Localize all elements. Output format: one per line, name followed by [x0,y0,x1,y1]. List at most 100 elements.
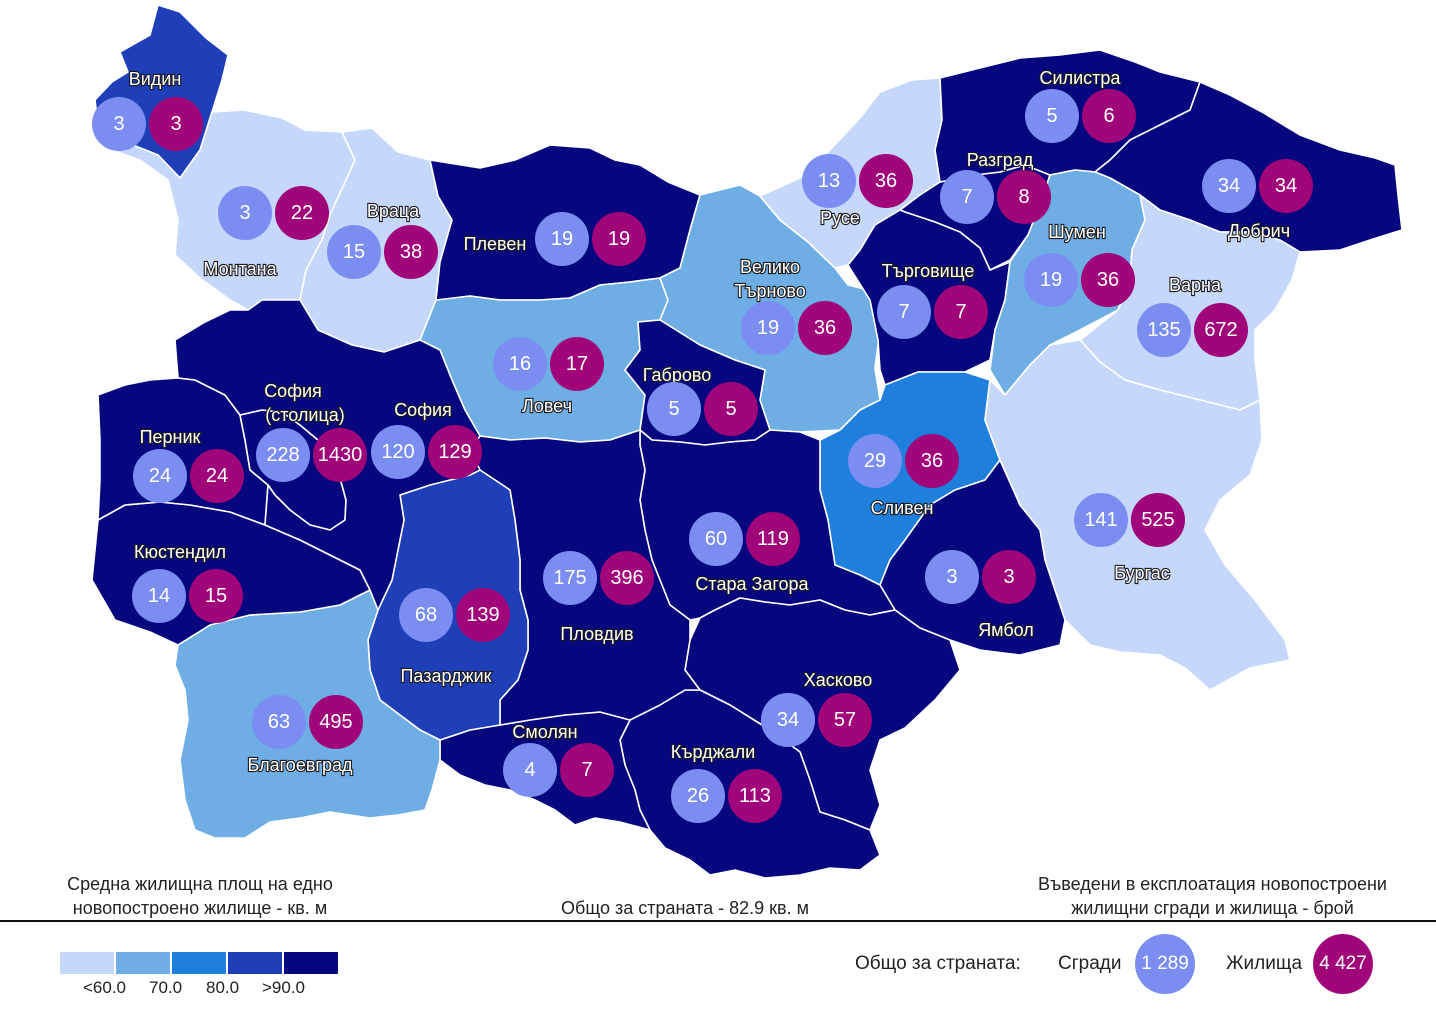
dwellings-circle-shape [982,550,1036,604]
buildings-value: 141 [1084,509,1117,531]
legend-swatch-lt60 [60,952,114,974]
buildings-value: 63 [268,711,290,733]
buildings-circle-shape [133,449,187,503]
bulgaria-map: Видин Монтана Враца Плевен Ловеч Велико Търнов… [91,4,1403,879]
buildings-circle-vidin: 3 [92,97,146,151]
dwellings-value: 8 [1018,186,1029,208]
dwellings-value: 22 [291,202,313,224]
total-dwellings-circle: 4 427 [1313,934,1373,994]
region-label-sofia-region: София [394,400,452,420]
dwellings-circle-burgas: 525 [1131,493,1185,547]
buildings-circle-shape [1074,493,1128,547]
dwellings-circle-shape [189,569,243,623]
buildings-value: 120 [381,441,414,463]
dwellings-value: 495 [319,711,352,733]
buildings-circle-shape [535,212,589,266]
buildings-circle-smolyan: 4 [503,743,557,797]
legend-title: Средна жилищна площ на едно новопостроен… [30,872,370,920]
total-buildings-circle: 1 289 [1135,934,1195,994]
country-average: Общо за страната - 82.9 кв. м [561,898,809,918]
buildings-circle-shape [493,337,547,391]
dwellings-circle-shape [384,225,438,279]
dwellings-circle-shape [550,337,604,391]
region-label-plovdiv: Пловдив [560,624,633,644]
buildings-circle-shape [689,512,743,566]
dwellings-circle-shape [728,769,782,823]
region-label-blagoevgrad: Благоевград [248,755,353,775]
dwellings-value: 17 [566,353,588,375]
buildings-value: 68 [415,604,437,626]
dwellings-circle-kyustendil: 15 [189,569,243,623]
dwellings-circle-shape [149,97,203,151]
dwellings-value: 3 [170,113,181,135]
buildings-circle-lovech: 16 [493,337,547,391]
dwellings-circle-shape [934,285,988,339]
buildings-value: 19 [757,317,779,339]
buildings-circle-yambol: 3 [925,550,979,604]
dwellings-circle-dobrich: 34 [1259,159,1313,213]
buildings-circle-shape [848,434,902,488]
buildings-circle-pleven: 19 [535,212,589,266]
region-label-razgrad: Разград [967,150,1034,170]
buildings-circle-kardzhali: 26 [671,769,725,823]
dwellings-circle-smolyan: 7 [560,743,614,797]
dwellings-value: 525 [1141,509,1174,531]
dwellings-circle-shape [746,512,800,566]
buildings-circle-shape [761,693,815,747]
buildings-circle-shape [1137,303,1191,357]
dwellings-value: 15 [205,585,227,607]
dwellings-circle-shape [818,693,872,747]
dwellings-circle-shape [1082,89,1136,143]
buildings-value: 228 [266,444,299,466]
region-label-yambol: Ямбол [978,620,1034,640]
buildings-value: 3 [239,202,250,224]
buildings-circle-shape [1025,89,1079,143]
region-label-gabrovo: Габрово [643,365,711,385]
dwellings-value: 36 [814,317,836,339]
dwellings-circle-shape [859,154,913,208]
buildings-circle-shape [503,743,557,797]
dwellings-circle-pernik: 24 [190,449,244,503]
buildings-circle-sofia-region: 120 [371,425,425,479]
buildings-value: 19 [551,228,573,250]
dwellings-circle-shape [275,186,329,240]
buildings-circle-silistra: 5 [1025,89,1079,143]
buildings-circle-razgrad: 7 [940,170,994,224]
region-label-shumen: Шумен [1048,222,1106,242]
dwellings-circle-shape [309,695,363,749]
buildings-circle-kyustendil: 14 [132,569,186,623]
dwellings-circle-targovishte: 7 [934,285,988,339]
region-label-kyustendil: Кюстендил [134,542,226,562]
buildings-circle-shape [647,382,701,436]
buildings-circle-shape [218,186,272,240]
buildings-circle-shape [252,695,306,749]
buildings-value: 29 [864,450,886,472]
buildings-circle-pernik: 24 [133,449,187,503]
dwellings-circle-sofia-capital: 1430 [313,428,367,482]
region-label-smolyan: Смолян [512,722,577,742]
buildings-value: 5 [1046,105,1057,127]
buildings-circle-gabrovo: 5 [647,382,701,436]
dwellings-circle-vratsa: 38 [384,225,438,279]
dwellings-label: Жилища [1226,953,1303,974]
region-label-sofia-capital: София (столица) [264,381,345,425]
dwellings-value: 113 [739,785,771,807]
region-label-vidin: Видин [129,69,182,89]
buildings-value: 15 [343,241,365,263]
dwellings-value: 6 [1103,105,1114,127]
region-label-kardzhali: Кърджали [671,742,755,762]
dwellings-value: 396 [610,567,643,589]
legend-swatch-c70-80 [172,952,226,974]
buildings-value: 3 [946,566,957,588]
buildings-circle-veliko: 19 [741,301,795,355]
buildings-value: 5 [668,398,679,420]
legend-title-line1: Средна жилищна площ на едно [67,874,333,894]
buildings-value: 3 [113,113,124,135]
buildings-circle-shape [1024,253,1078,307]
buildings-circle-vratsa: 15 [327,225,381,279]
buildings-circle-shape [877,285,931,339]
buildings-circle-shape [940,170,994,224]
buildings-value: 7 [898,301,909,323]
buildings-value: 60 [705,528,727,550]
dwellings-value: 36 [875,170,897,192]
